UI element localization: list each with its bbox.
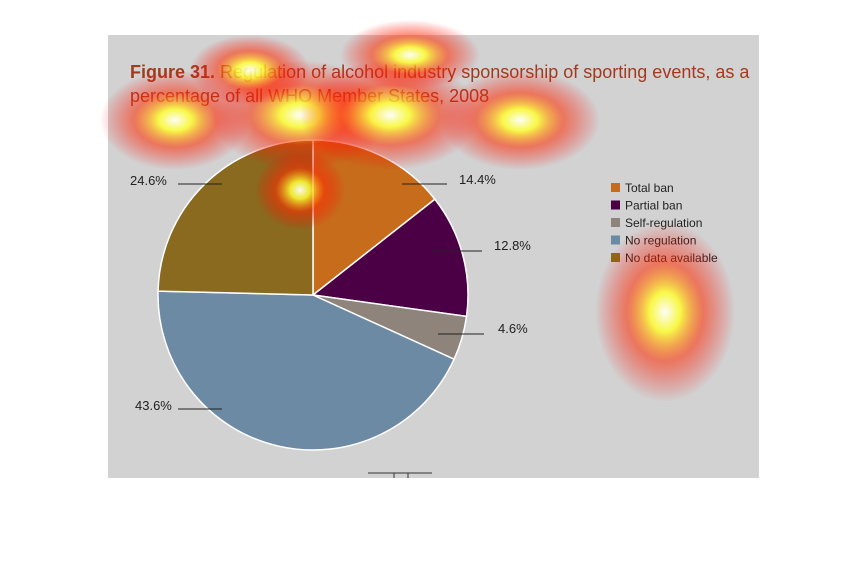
legend-label: Partial ban xyxy=(625,199,682,213)
legend-swatch xyxy=(611,183,620,192)
axis-fragment xyxy=(368,472,432,478)
legend-label: No regulation xyxy=(625,234,696,248)
data-label: 43.6% xyxy=(135,398,172,413)
legend-label: No data available xyxy=(625,251,718,265)
legend-swatch xyxy=(611,200,620,210)
pie-slice-no-regulation xyxy=(157,290,456,451)
legend-swatch xyxy=(611,235,620,245)
data-label: 4.6% xyxy=(498,321,528,336)
legend-swatch xyxy=(611,218,620,227)
data-label: 12.8% xyxy=(494,238,531,253)
legend-label: Self-regulation xyxy=(625,216,702,230)
pie-slice-no-data-available xyxy=(157,139,314,296)
pie-slice-partial-ban xyxy=(311,198,469,318)
legend-label: Total ban xyxy=(625,181,674,195)
data-label: 14.4% xyxy=(459,172,496,187)
data-label: 24.6% xyxy=(130,173,167,188)
legend-swatch xyxy=(611,253,620,262)
